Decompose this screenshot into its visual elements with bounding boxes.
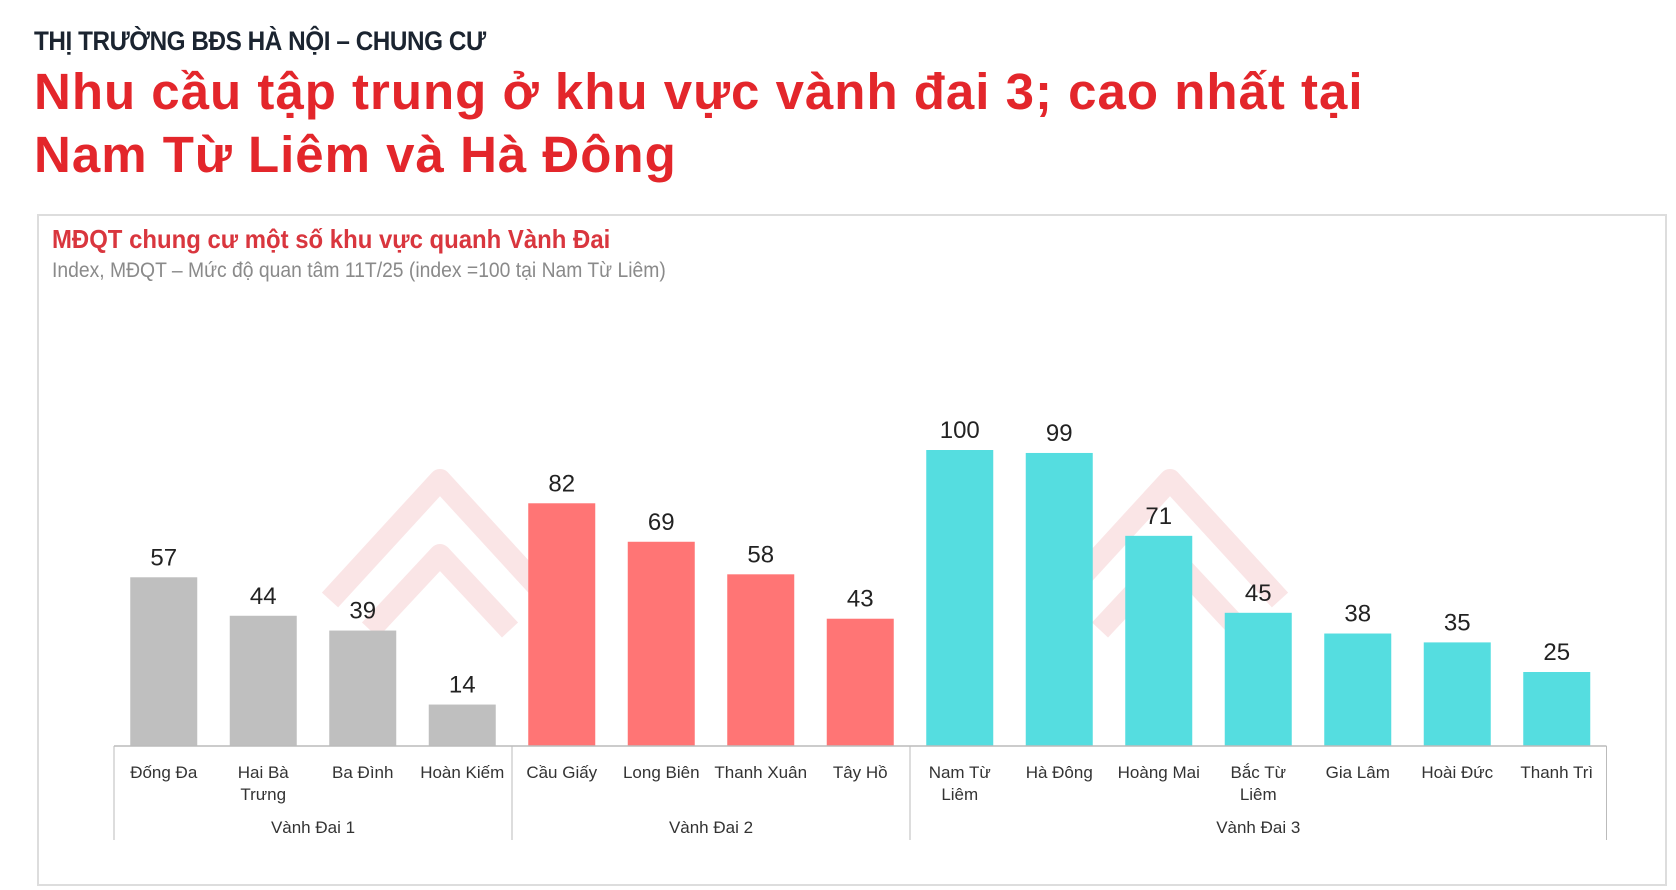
- watermark-logo-icon: [321, 469, 559, 638]
- data-label: 14: [449, 672, 476, 699]
- category-label: Gia Lâm: [1326, 763, 1390, 782]
- data-label: 58: [747, 541, 774, 568]
- bar: [826, 618, 894, 746]
- bar: [229, 615, 297, 746]
- bar: [1224, 612, 1292, 746]
- bar: [428, 704, 496, 746]
- chart-subtitle: Index, MĐQT – Mức độ quan tâm 11T/25 (in…: [52, 259, 666, 282]
- category-label: Hoài Đức: [1421, 763, 1493, 782]
- bar: [1523, 672, 1591, 746]
- category-label: Tây Hồ: [833, 763, 888, 782]
- bar: [1025, 452, 1093, 746]
- category-label: Liêm: [941, 785, 978, 804]
- category-label: Hoàng Mai: [1118, 763, 1200, 782]
- bar: [329, 630, 397, 746]
- data-label: 71: [1145, 503, 1172, 530]
- category-label: Đống Đa: [130, 763, 198, 782]
- bar: [130, 577, 198, 746]
- kicker: THỊ TRƯỜNG BĐS HÀ NỘI – CHUNG CƯ: [34, 26, 486, 56]
- data-label: 99: [1046, 420, 1073, 447]
- group-label: Vành Đai 1: [271, 818, 355, 837]
- data-label: 100: [940, 417, 980, 444]
- data-label: 69: [648, 509, 675, 536]
- data-label: 39: [349, 598, 376, 625]
- chart-frame: [37, 214, 1667, 886]
- data-label: 44: [250, 583, 277, 610]
- category-label: Liêm: [1240, 785, 1277, 804]
- category-label: Ba Đình: [332, 763, 393, 782]
- data-label: 25: [1543, 639, 1570, 666]
- data-label: 82: [548, 470, 575, 497]
- title-line-2: Nam Từ Liêm và Hà Đông: [34, 126, 677, 183]
- chart-title: MĐQT chung cư một số khu vực quanh Vành …: [52, 224, 611, 254]
- category-label: Bắc Từ: [1231, 763, 1286, 782]
- data-label: 35: [1444, 609, 1471, 636]
- category-label: Hai Bà: [238, 763, 290, 782]
- category-label: Thanh Xuân: [714, 763, 807, 782]
- category-label: Long Biên: [623, 763, 700, 782]
- category-label: Cầu Giấy: [526, 763, 597, 782]
- bar: [926, 450, 994, 746]
- bar: [727, 574, 795, 746]
- data-label: 38: [1344, 601, 1371, 628]
- group-label: Vành Đai 2: [669, 818, 753, 837]
- bar: [627, 541, 695, 746]
- bar: [1125, 535, 1193, 746]
- bar: [1423, 642, 1491, 746]
- group-label: Vành Đai 3: [1216, 818, 1300, 837]
- category-label: Thanh Trì: [1520, 763, 1593, 782]
- category-label: Nam Từ: [929, 763, 991, 782]
- title-line-1: Nhu cầu tập trung ở khu vực vành đai 3; …: [34, 63, 1364, 120]
- data-label: 57: [150, 544, 177, 571]
- category-label: Trưng: [240, 785, 286, 804]
- bar: [1324, 633, 1392, 746]
- page-title: Nhu cầu tập trung ở khu vực vành đai 3; …: [34, 60, 1364, 186]
- data-label: 43: [847, 586, 874, 613]
- data-label: 45: [1245, 580, 1272, 607]
- category-label: Hà Đông: [1026, 763, 1093, 782]
- bar: [528, 503, 596, 746]
- category-label: Hoàn Kiếm: [420, 763, 504, 782]
